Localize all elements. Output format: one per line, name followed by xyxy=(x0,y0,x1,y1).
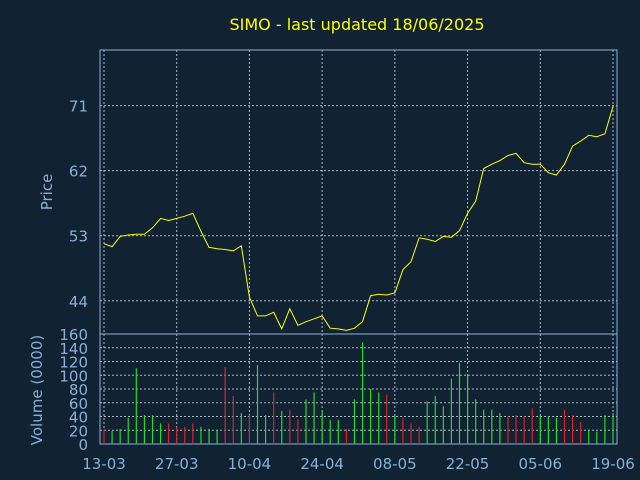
x-tick-label: 10-04 xyxy=(228,455,272,473)
x-tick-label: 13-03 xyxy=(82,455,126,473)
price-axis-label: Price xyxy=(38,174,56,211)
x-tick-label: 19-06 xyxy=(591,455,635,473)
x-tick-label: 24-04 xyxy=(300,455,344,473)
x-ticks: 13-03 27-03 10-04 24-04 08-05 22-05 05-06 19-06 xyxy=(82,455,635,473)
price-y-tick-label: 71 xyxy=(69,98,88,116)
x-tick-label: 22-05 xyxy=(446,455,490,473)
volume-y-tick-label: 100 xyxy=(59,367,88,385)
price-y-tick-label: 62 xyxy=(69,163,88,181)
price-y-ticks: 44 53 62 71 xyxy=(69,98,88,311)
x-tick-label: 27-03 xyxy=(155,455,199,473)
volume-y-tick-label: 160 xyxy=(59,326,88,344)
volume-y-tick-label: 140 xyxy=(59,340,88,358)
volume-y-tick-label: 20 xyxy=(69,422,88,440)
chart-title: SIMO - last updated 18/06/2025 xyxy=(230,15,485,34)
price-y-tick-label: 44 xyxy=(69,293,88,311)
volume-panel-frame xyxy=(99,333,618,445)
x-tick-label: 05-06 xyxy=(518,455,562,473)
volume-grid xyxy=(100,334,617,444)
volume-y-tick-label: 40 xyxy=(69,409,88,427)
volume-bars xyxy=(103,342,614,444)
price-line-layer xyxy=(103,106,614,331)
price-grid xyxy=(100,50,617,334)
volume-y-tick-label: 0 xyxy=(78,436,88,454)
volume-y-tick-label: 60 xyxy=(69,395,88,413)
volume-y-tick-label: 120 xyxy=(59,354,88,372)
volume-axis-label: Volume (0000) xyxy=(28,335,46,445)
x-tick-label: 08-05 xyxy=(373,455,417,473)
price-series-line xyxy=(103,106,614,331)
price-panel-frame xyxy=(99,49,618,335)
volume-y-tick-label: 80 xyxy=(69,381,88,399)
price-y-tick-label: 53 xyxy=(69,228,88,246)
